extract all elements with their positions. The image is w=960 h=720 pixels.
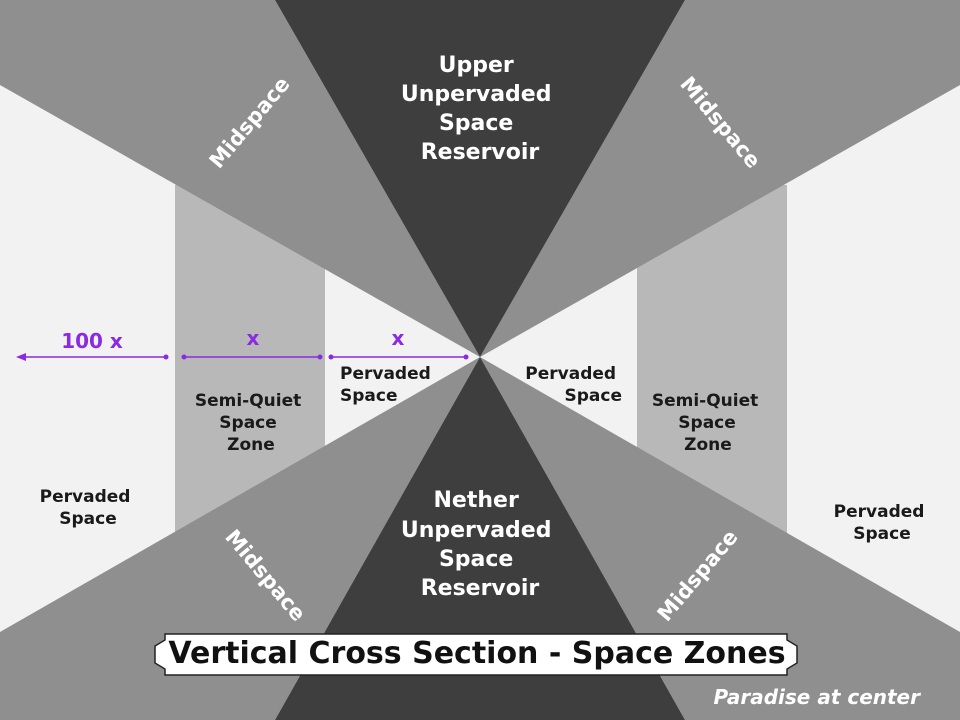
pervaded-label-outer-right: Pervaded Space [834,502,931,544]
semi-quiet-label-right: Semi-Quiet Space Zone [652,391,764,455]
upper-reservoir-wedge [275,0,685,357]
pervaded-label-inner-left: Pervaded Space [340,364,437,406]
measure-dot-pv-start [328,354,334,360]
midspace-wedge-upper-left [0,0,480,357]
nether-reservoir-label: Nether Unpervaded Space Reservoir [401,488,559,601]
upper-reservoir-label: Upper Unpervaded Space Reservoir [401,53,559,165]
pervaded-label-outer-left: Pervaded Space [40,487,137,529]
midspace-wedge-lower-left [0,357,480,720]
nether-reservoir-wedge [275,357,685,720]
measure-label-outer: 100 x [61,329,123,353]
measure-label-semi-quiet: x [247,326,260,350]
measure-label-pervaded: x [392,326,405,350]
arrow-left-outer [16,353,26,361]
measure-dot-outer [163,354,169,360]
midspace-wedge-upper-right [480,0,960,357]
measure-dot-sq-end [317,354,323,360]
measurement-lines [16,353,469,361]
measure-dot-pv-end [463,354,469,360]
semi-quiet-label-left: Semi-Quiet Space Zone [195,391,307,455]
pervaded-label-inner-right: Pervaded Space [525,364,622,406]
paradise-caption: Paradise at center [713,685,921,709]
diagram-title: Vertical Cross Section - Space Zones [168,636,785,671]
midspace-wedge-lower-right [480,357,960,720]
measure-dot-sq-start [181,354,187,360]
title-banner [154,633,798,676]
